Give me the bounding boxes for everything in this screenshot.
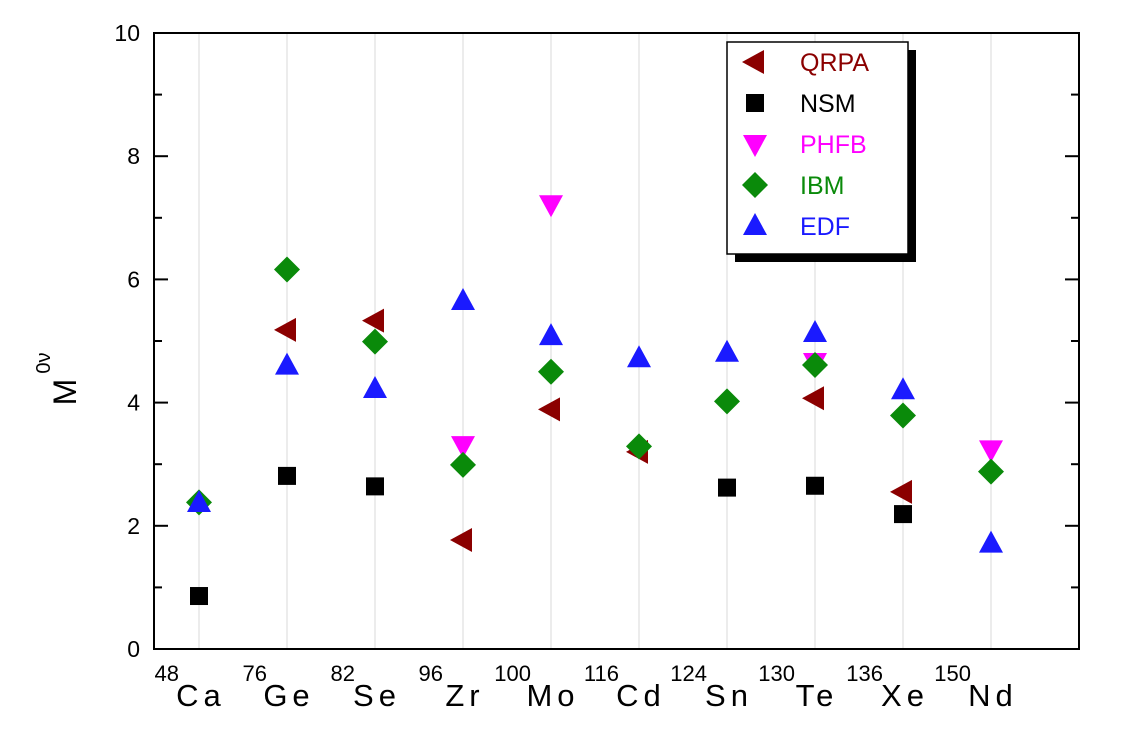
point-edf-ge: [275, 352, 299, 375]
isotope-mass-label: 96: [419, 661, 443, 686]
isotope-mass-label: 124: [670, 661, 707, 686]
legend-marker-ibm: [742, 172, 768, 198]
isotope-symbol-label: Xe: [881, 678, 929, 713]
isotope-mass-label: 130: [758, 661, 795, 686]
series-nsm: [190, 466, 912, 606]
legend-marker-nsm: [746, 94, 764, 112]
point-ibm-se: [362, 328, 388, 355]
point-nsm-ca: [190, 587, 208, 606]
plot-frame: [153, 32, 1080, 650]
isotope-symbol-label: Mo: [526, 678, 579, 713]
y-axis-title-superscript: 0ν: [33, 352, 55, 373]
point-nsm-sn: [718, 478, 736, 497]
y-axis-title: M: [47, 379, 83, 406]
isotope-symbol-label: Ge: [263, 678, 314, 713]
y-tick-label: 2: [127, 513, 140, 539]
point-edf-sn: [715, 339, 739, 362]
legend: QRPA NSM PHFB IBM EDF: [726, 41, 916, 262]
isotope-mass-label: 82: [331, 661, 355, 686]
isotope-symbol-label: Nd: [968, 678, 1018, 713]
y-tick-label: 6: [127, 266, 140, 292]
legend-label: EDF: [800, 213, 850, 241]
point-edf-ca: [187, 490, 211, 513]
point-edf-te: [803, 319, 827, 342]
point-nsm-xe: [894, 505, 912, 524]
legend-marker-edf: [743, 213, 767, 235]
y-tick-label: 10: [114, 20, 140, 46]
isotope-mass-label: 100: [494, 661, 531, 686]
series-ibm: [186, 256, 1004, 516]
point-nsm-se: [366, 477, 384, 496]
point-ibm-mo: [538, 358, 564, 385]
y-axis-label: M 0ν: [33, 352, 83, 405]
legend-label: PHFB: [800, 131, 867, 159]
legend-item-nsm: NSM: [746, 90, 856, 118]
legend-item-phfb: PHFB: [743, 131, 867, 159]
legend-label: IBM: [800, 172, 844, 200]
legend-label: QRPA: [800, 49, 869, 77]
point-ibm-cd: [626, 433, 652, 460]
point-ibm-te: [802, 352, 828, 379]
point-ibm-xe: [890, 402, 916, 429]
point-edf-zr: [451, 287, 475, 310]
legend-item-ibm: IBM: [742, 172, 844, 200]
point-ibm-ge: [274, 256, 300, 283]
point-qrpa-zr: [450, 527, 472, 552]
isotope-symbol-label: Ca: [176, 678, 226, 713]
series-edf: [187, 287, 1003, 553]
point-phfb-mo: [539, 195, 563, 218]
point-qrpa-ge: [274, 317, 296, 342]
data-points: [186, 195, 1004, 606]
point-edf-mo: [539, 323, 563, 346]
isotope-symbol-label: Te: [796, 678, 839, 713]
y-axis-ticks: 0 2 4 6 8 10: [114, 20, 1079, 662]
point-qrpa-se: [362, 308, 384, 333]
isotope-mass-label: 76: [243, 661, 267, 686]
isotope-symbol-label: Se: [353, 678, 401, 713]
isotope-symbol-label: Sn: [705, 678, 753, 713]
point-qrpa-mo: [538, 397, 560, 422]
isotope-symbol-label: Cd: [616, 678, 666, 713]
isotope-symbol-label: Zr: [445, 678, 484, 713]
legend-marker-phfb: [743, 135, 767, 157]
point-ibm-nd: [978, 458, 1004, 485]
point-edf-xe: [891, 377, 915, 400]
y-tick-label: 4: [127, 390, 140, 416]
point-phfb-zr: [451, 436, 475, 459]
point-nsm-ge: [278, 466, 296, 485]
point-ibm-sn: [714, 388, 740, 415]
legend-item-edf: EDF: [743, 213, 850, 241]
point-qrpa-te: [802, 386, 824, 411]
legend-marker-qrpa: [742, 50, 764, 74]
y-tick-label: 8: [127, 143, 140, 169]
isotope-mass-label: 116: [584, 661, 619, 686]
isotope-mass-label: 150: [934, 661, 971, 686]
point-phfb-nd: [979, 440, 1003, 463]
y-tick-label: 0: [127, 636, 140, 662]
point-ibm-zr: [450, 451, 476, 478]
point-edf-cd: [627, 345, 651, 368]
point-nsm-te: [806, 476, 824, 495]
isotope-mass-label: 48: [155, 661, 179, 686]
point-qrpa-xe: [890, 479, 912, 504]
legend-item-qrpa: QRPA: [742, 49, 869, 77]
point-edf-se: [363, 376, 387, 399]
legend-label: NSM: [800, 90, 856, 118]
isotope-mass-label: 136: [846, 661, 883, 686]
point-edf-nd: [979, 530, 1003, 553]
